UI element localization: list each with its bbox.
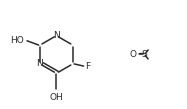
Text: N: N <box>53 31 60 40</box>
Text: F: F <box>86 62 91 71</box>
Text: OH: OH <box>50 93 63 102</box>
Text: S: S <box>142 50 147 59</box>
Text: N: N <box>37 59 43 68</box>
Text: O: O <box>129 50 136 59</box>
Text: HO: HO <box>10 36 24 45</box>
